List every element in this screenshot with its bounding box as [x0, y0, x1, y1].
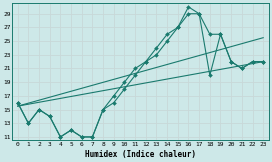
X-axis label: Humidex (Indice chaleur): Humidex (Indice chaleur): [85, 150, 196, 159]
